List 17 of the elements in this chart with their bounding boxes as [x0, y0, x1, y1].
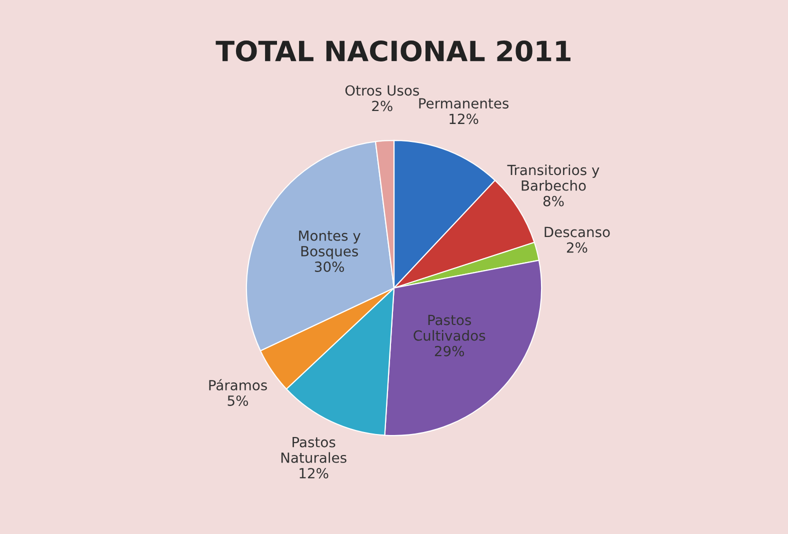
slice-label: Transitorios y Barbecho	[507, 164, 600, 191]
data-label: 29%	[434, 346, 464, 356]
data-label: 5%	[228, 395, 248, 406]
slice-label: Otros Usos	[345, 85, 419, 96]
data-label: 2%	[372, 100, 392, 112]
slice-label: Montes y Bosques	[299, 230, 360, 260]
slice-label: Páramos	[209, 379, 267, 390]
slice-label: Permanentes	[419, 98, 509, 109]
slice-label: Descanso	[544, 226, 610, 238]
chart-title: TOTAL NACIONAL 2011	[216, 40, 570, 62]
slice-label: Pastos Cultivados	[414, 314, 486, 341]
data-label: 30%	[314, 262, 344, 272]
slice-label: Pastos Naturales	[281, 437, 346, 463]
data-label: 8%	[543, 196, 564, 206]
data-label: 2%	[566, 242, 588, 253]
data-label: 12%	[450, 114, 478, 124]
data-label: 12%	[300, 468, 328, 478]
